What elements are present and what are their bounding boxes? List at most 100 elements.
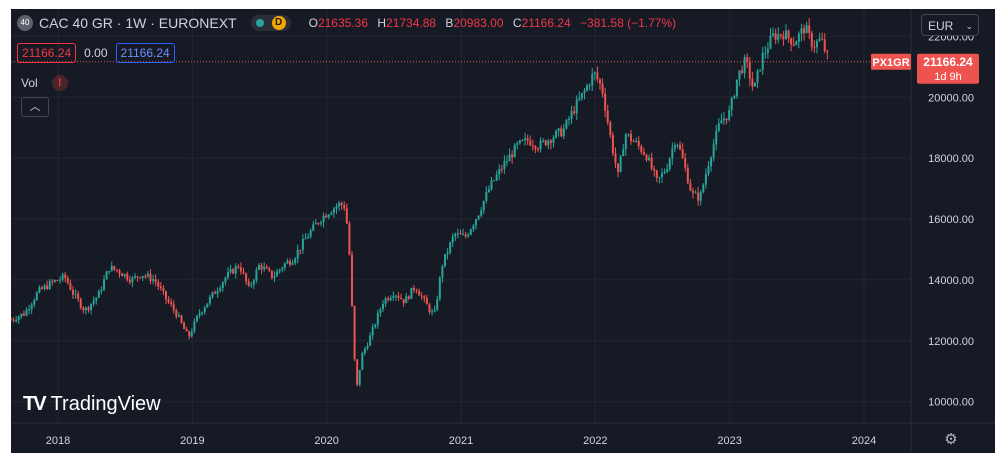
x-tick-label: 2023 bbox=[717, 435, 741, 447]
candle-body bbox=[232, 269, 235, 274]
candle-body bbox=[361, 352, 364, 370]
candle-body bbox=[753, 82, 756, 87]
volume-label[interactable]: Vol bbox=[21, 76, 38, 90]
candle-body bbox=[118, 270, 121, 274]
candle-body bbox=[536, 149, 539, 151]
candle-body bbox=[735, 79, 738, 97]
candle-body bbox=[43, 285, 46, 289]
bid-ask-row: 21166.24 0.00 21166.24 bbox=[17, 43, 175, 63]
candle-body bbox=[738, 70, 741, 80]
candle-body bbox=[294, 258, 297, 263]
candle-body bbox=[332, 208, 335, 213]
candle-body bbox=[211, 292, 214, 297]
candle-body bbox=[673, 145, 676, 149]
candle-body bbox=[826, 51, 829, 53]
candle-body bbox=[500, 169, 503, 171]
candle-body bbox=[715, 130, 718, 145]
symbol-tag-box bbox=[871, 53, 911, 70]
candle-body bbox=[369, 335, 372, 346]
candle-body bbox=[637, 140, 640, 147]
tradingview-watermark[interactable]: TV TradingView bbox=[23, 393, 161, 416]
warning-icon[interactable]: ! bbox=[51, 75, 68, 91]
currency-select[interactable]: EUR ⌄ bbox=[921, 14, 979, 36]
candlestick-chart[interactable]: 10000.00 12000.00 14000.00 16000.00 18000.00… bbox=[11, 9, 995, 453]
candle-body bbox=[531, 145, 534, 147]
x-tick-label: 2021 bbox=[449, 435, 473, 447]
y-tick-label: 12000.00 bbox=[928, 336, 974, 348]
candle-body bbox=[521, 140, 524, 142]
candle-body bbox=[242, 271, 245, 274]
candle-body bbox=[694, 192, 697, 194]
candle-body bbox=[480, 210, 483, 216]
candle-body bbox=[498, 169, 501, 175]
x-tick-label: 2022 bbox=[583, 435, 607, 447]
candle-body bbox=[743, 57, 746, 73]
candle-body bbox=[133, 276, 136, 278]
candle-body bbox=[686, 167, 689, 184]
candle-body bbox=[87, 307, 90, 310]
candle-body bbox=[712, 144, 715, 158]
x-tick-label: 2019 bbox=[180, 435, 204, 447]
candle-body bbox=[784, 30, 787, 40]
candle-body bbox=[658, 177, 661, 179]
candle-body bbox=[746, 57, 749, 62]
sell-price-button[interactable]: 21166.24 bbox=[17, 43, 77, 63]
candle-body bbox=[128, 279, 131, 283]
chart-panel[interactable]: 10000.00 12000.00 14000.00 16000.00 18000.00… bbox=[11, 9, 995, 453]
candle-body bbox=[327, 214, 330, 218]
candle-body bbox=[374, 324, 377, 327]
spread-value: 0.00 bbox=[84, 46, 108, 60]
candle-body bbox=[529, 140, 532, 146]
candle-body bbox=[226, 272, 229, 278]
candle-body bbox=[221, 282, 224, 289]
candle-body bbox=[146, 273, 149, 277]
candle-body bbox=[291, 262, 294, 265]
candle-body bbox=[787, 30, 790, 39]
candle-body bbox=[635, 140, 638, 142]
buy-price-button[interactable]: 21166.24 bbox=[115, 43, 175, 63]
candle-body bbox=[379, 309, 382, 313]
candle-body bbox=[229, 269, 232, 273]
candle-body bbox=[74, 293, 77, 295]
price-tag: PX1GR 21166.24 1d 9h bbox=[11, 53, 979, 84]
candle-body bbox=[451, 236, 454, 243]
candle-body bbox=[609, 122, 612, 136]
candle-body bbox=[389, 297, 392, 300]
symbol-logo[interactable]: 40 bbox=[17, 15, 33, 31]
change-value: −381.58 (−1.77%) bbox=[580, 16, 677, 30]
candle-body bbox=[679, 144, 682, 150]
candle-body bbox=[598, 79, 601, 84]
candle-body bbox=[601, 83, 604, 94]
candle-body bbox=[606, 110, 609, 123]
candle-body bbox=[707, 166, 710, 175]
ohlc-values: O21635.36 H21734.88 B20983.00 C21166.24 … bbox=[309, 16, 683, 30]
candle-body bbox=[123, 274, 126, 277]
candle-body bbox=[730, 98, 733, 111]
delayed-data-badge[interactable]: D bbox=[271, 16, 286, 30]
candle-body bbox=[25, 309, 28, 316]
candle-body bbox=[578, 98, 581, 100]
candle-body bbox=[201, 312, 204, 314]
settings-gear-icon[interactable]: ⚙ bbox=[944, 431, 958, 448]
candle-body bbox=[97, 290, 100, 298]
candle-body bbox=[671, 148, 674, 159]
candle-body bbox=[384, 298, 387, 304]
candle-body bbox=[549, 140, 552, 143]
candle-body bbox=[436, 298, 439, 310]
candle-body bbox=[340, 202, 343, 206]
low-label: B bbox=[445, 16, 454, 30]
y-tick-label: 18000.00 bbox=[928, 153, 974, 165]
candle-body bbox=[640, 146, 643, 153]
candle-body bbox=[77, 293, 80, 300]
candle-body bbox=[803, 28, 806, 34]
candle-body bbox=[121, 273, 124, 277]
candle-body bbox=[552, 137, 555, 143]
symbol-title[interactable]: CAC 40 GR · 1W · EURONEXT bbox=[39, 15, 237, 31]
high-label: H bbox=[377, 16, 387, 30]
status-chips[interactable]: D bbox=[250, 15, 291, 31]
candle-body bbox=[30, 304, 33, 310]
collapse-legend-button[interactable]: ︿ bbox=[21, 97, 49, 117]
candle-body bbox=[681, 149, 684, 159]
candle-body bbox=[299, 249, 302, 251]
candle-body bbox=[565, 119, 568, 129]
